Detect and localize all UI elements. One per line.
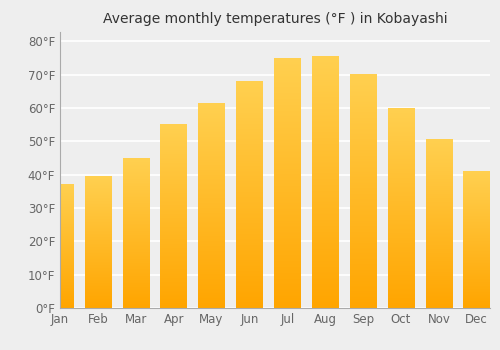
Title: Average monthly temperatures (°F ) in Kobayashi: Average monthly temperatures (°F ) in Ko… bbox=[102, 12, 448, 26]
